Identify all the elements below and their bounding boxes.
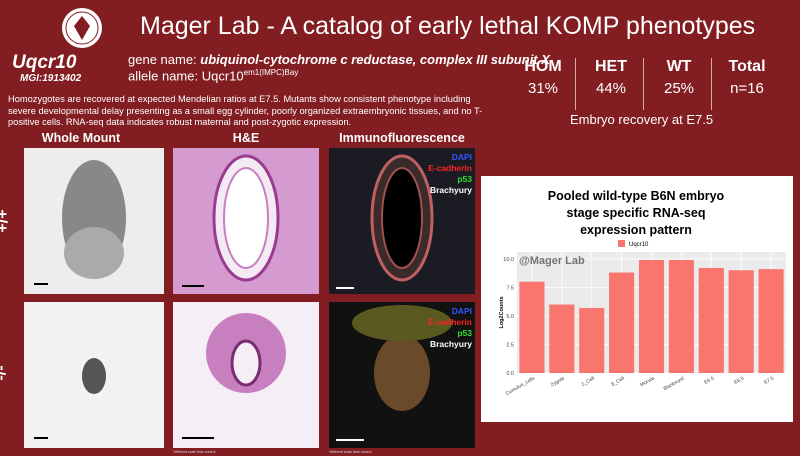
label: gene name: xyxy=(128,52,197,67)
y-tick-label: 0.0 xyxy=(506,371,514,377)
y-tick-label: 7.5 xyxy=(506,285,514,291)
chart: Uqcr10 0.0 2.5 5.0 7.5 10.0 Log2Counts Cumulus_… xyxy=(499,240,786,397)
if-label: Brachyury xyxy=(429,339,472,349)
separator xyxy=(711,58,712,110)
stat-label: HOM xyxy=(524,58,562,75)
bar xyxy=(728,270,754,373)
stat-value: 25% xyxy=(663,80,695,97)
y-tick-label: 5.0 xyxy=(506,314,514,320)
bar xyxy=(519,281,545,373)
x-tick-label: E7.5 xyxy=(763,375,775,385)
image-grid xyxy=(24,148,475,448)
stat-column: WT 25% xyxy=(644,58,714,97)
separator xyxy=(575,58,576,110)
description: Homozygotes are recovered at expected Me… xyxy=(8,94,483,127)
gene-symbol: Uqcr10 xyxy=(12,52,77,73)
bar xyxy=(668,259,694,373)
legend-swatch xyxy=(618,240,625,247)
stat-column: HET 44% xyxy=(576,58,646,97)
if-label: E-cadherin xyxy=(428,317,472,327)
if-label: Brachyury xyxy=(429,185,472,195)
logo xyxy=(62,8,102,48)
separator xyxy=(643,58,644,110)
if-label: DAPI xyxy=(451,306,472,316)
stat-label: WT xyxy=(666,58,692,75)
x-tick-label: 8_Cell xyxy=(610,376,625,388)
stat-label: Total xyxy=(728,58,766,75)
y-axis-label: Log2Counts xyxy=(499,296,505,328)
x-tick-label: Cumulus_cells xyxy=(505,375,537,397)
value: ubiquinol-cytochrome c reductase, comple… xyxy=(200,52,550,67)
x-tick-label: E6.5 xyxy=(733,375,745,385)
x-tick-label: Morula xyxy=(639,375,655,388)
gene-name: gene name: ubiquinol-cytochrome c reduct… xyxy=(128,52,550,67)
y-tick-label: 2.5 xyxy=(506,342,514,348)
x-tick-label: 2_Cell xyxy=(580,376,595,388)
bar xyxy=(758,269,784,373)
x-tick-label: Blastocyst xyxy=(663,375,686,392)
watermark: @Mager Lab xyxy=(519,255,585,267)
stat-column: HOM 31% xyxy=(508,58,578,97)
row-label: -/- xyxy=(0,365,10,381)
column-header: Whole Mount xyxy=(41,131,121,145)
row-label: +/+ xyxy=(0,209,12,233)
value: Uqcr10 xyxy=(201,68,244,84)
if-label: p53 xyxy=(457,174,472,184)
if-label: DAPI xyxy=(451,152,472,162)
legend-label: Uqcr10 xyxy=(629,242,649,248)
allele-name: allele name: Uqcr10em1(IMPC)Bay xyxy=(128,68,298,83)
sup: em1(IMPC)Bay xyxy=(243,68,299,77)
chart-title: Pooled wild-type B6N embryo stage specif… xyxy=(547,189,725,237)
if-label: p53 xyxy=(457,328,472,338)
stat-value: 31% xyxy=(527,80,559,97)
label: allele name: xyxy=(128,68,199,84)
stat-column: Total n=16 xyxy=(712,58,782,97)
bar xyxy=(698,267,724,373)
page-title: Mager Lab - A catalog of early lethal KO… xyxy=(140,12,756,40)
bar xyxy=(638,259,665,373)
x-tick-label: Zygote xyxy=(550,375,566,388)
stats-caption: Embryo recovery at E7.5 xyxy=(570,112,714,127)
if-label: E-cadherin xyxy=(428,163,472,173)
column-header: Immunofluorescence xyxy=(339,131,465,145)
x-tick-label: E5.5 xyxy=(703,375,715,385)
bar xyxy=(549,304,575,373)
scale-note: *different scale than control xyxy=(173,450,216,454)
y-tick-label: 10.0 xyxy=(503,257,514,263)
column-header: H&E xyxy=(232,131,260,145)
bar xyxy=(579,307,605,373)
stat-value: n=16 xyxy=(730,80,764,97)
stat-value: 44% xyxy=(595,80,627,97)
chart-panel: Pooled wild-type B6N embryo stage specif… xyxy=(481,176,793,422)
bar xyxy=(609,272,635,373)
mgi-id: MGI:1913402 xyxy=(20,73,82,84)
stat-label: HET xyxy=(595,58,627,75)
scale-note: *different scale than control xyxy=(329,450,372,454)
